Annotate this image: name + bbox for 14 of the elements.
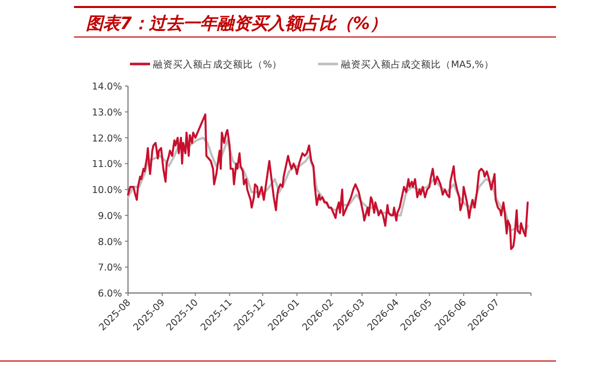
y-tick-label: 14.0%: [92, 82, 122, 92]
y-tick-label: 6.0%: [98, 288, 122, 300]
y-tick-label: 13.0%: [92, 107, 122, 118]
y-tick-label: 12.0%: [92, 133, 122, 144]
y-tick-label: 8.0%: [98, 236, 122, 248]
legend-label: 融资买入额占成交额比（%）: [153, 58, 282, 70]
y-tick-label: 9.0%: [98, 210, 122, 222]
line-series: [127, 113, 529, 250]
legend-label: 融资买入额占成交额比（MA5,%）: [341, 58, 494, 70]
chart-title: 图表7：过去一年融资买入额占比（%）: [86, 14, 387, 34]
y-tick-label: 7.0%: [98, 262, 122, 274]
line-series: [126, 136, 529, 232]
y-tick-label: 10.0%: [92, 185, 122, 196]
y-tick-label: 11.0%: [92, 159, 122, 170]
